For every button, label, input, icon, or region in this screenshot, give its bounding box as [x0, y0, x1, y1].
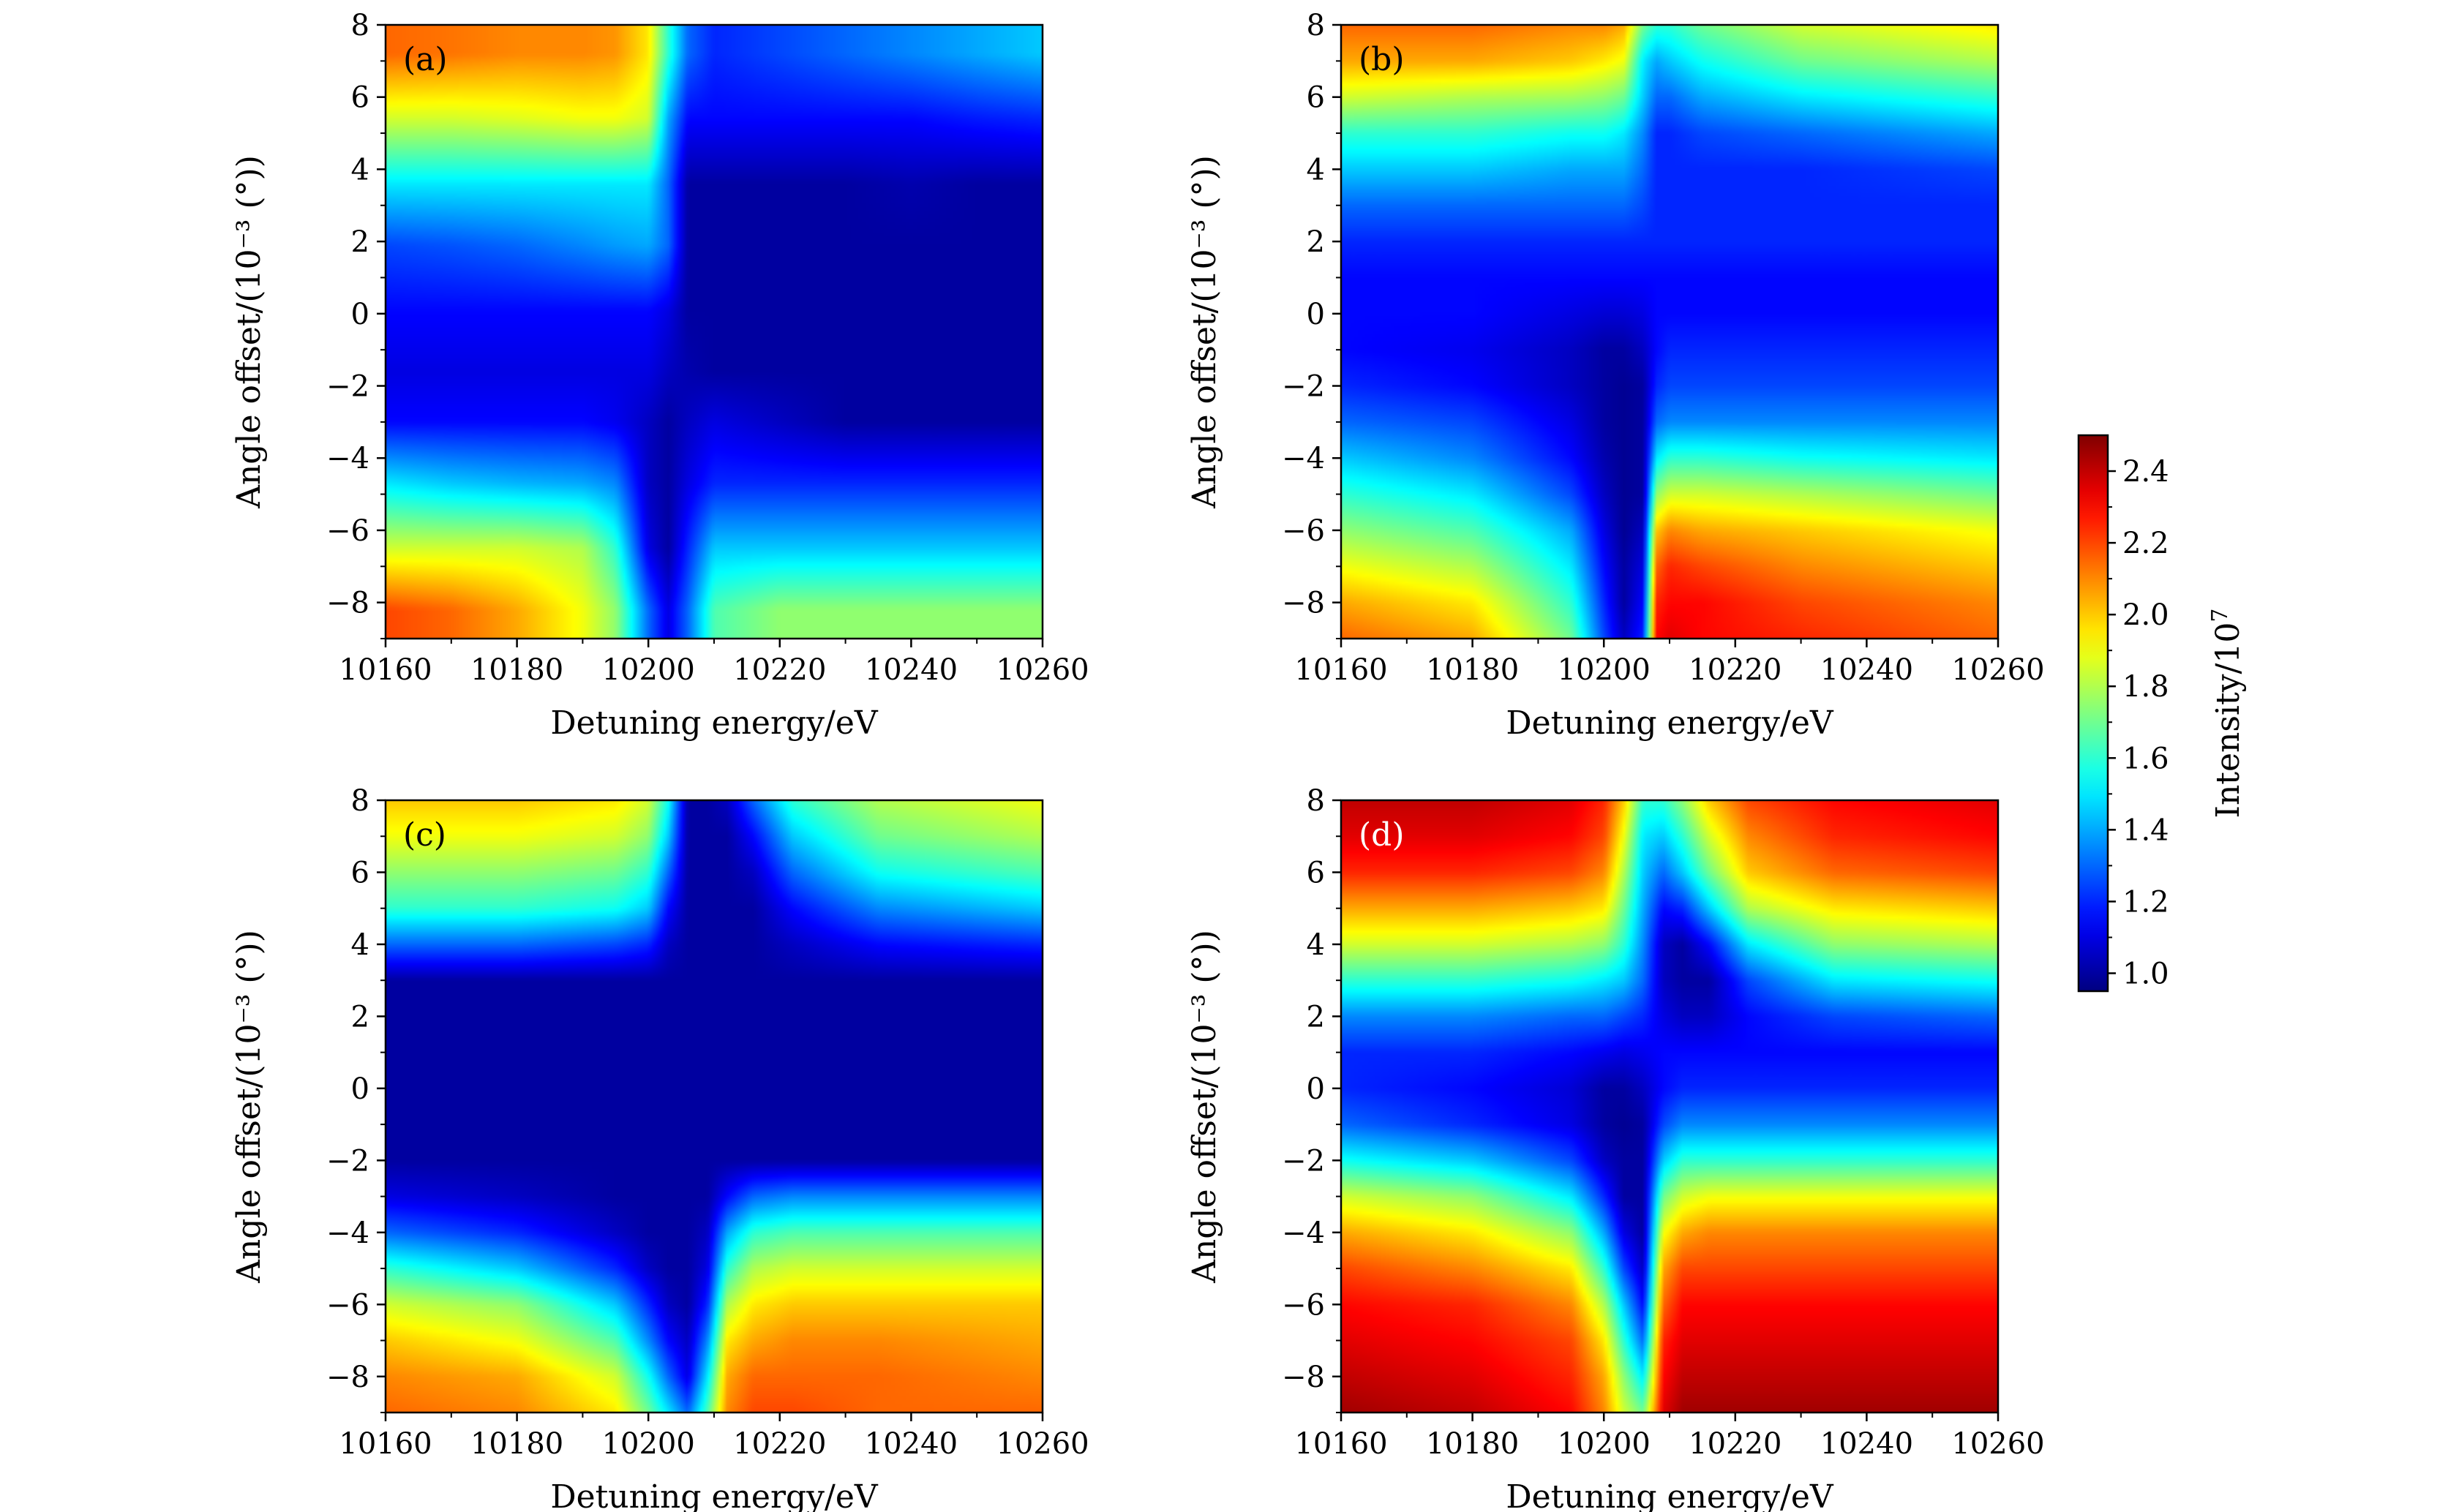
colorbar-title-base: Intensity/10: [2209, 623, 2247, 819]
y-tick-label: −2: [326, 1144, 369, 1178]
y-tick-label: −4: [326, 442, 369, 475]
x-tick-label: 10200: [602, 1427, 695, 1461]
colorbar-tick-label: 1.2: [2122, 885, 2169, 919]
x-axis-title: Detuning energy/eV: [550, 704, 879, 742]
y-tick-label: 4: [351, 928, 369, 962]
x-tick-label: 10220: [733, 1427, 826, 1461]
y-tick-label: 8: [351, 784, 369, 818]
y-axis-title: Angle offset/(10⁻³ (°)): [230, 155, 268, 509]
heatmap-panels: 10160 10180 10200 10220 10240 10260 −8 −6 −4 −2 0 2…: [230, 9, 2045, 1512]
x-tick-label: 10160: [339, 1427, 432, 1461]
colorbar: 1.0 1.2 1.4 1.6 1.8 2.0 2.2 2.4 Intensity/107: [2077, 434, 2247, 993]
heatmap-panel: 10160 10180 10200 10220 10240 10260 −8 −6 −4 −2 0 2…: [230, 9, 1089, 742]
y-tick-label: 4: [1307, 928, 1325, 962]
colorbar-tick-label: 1.0: [2122, 957, 2169, 990]
panel-label: (d): [1359, 816, 1405, 854]
x-tick-label: 10260: [996, 1427, 1089, 1461]
y-tick-label: 2: [351, 225, 369, 259]
x-tick-label: 10260: [1951, 1427, 2044, 1461]
heatmap-image: [1341, 25, 1998, 639]
y-tick-label: 0: [351, 1072, 369, 1106]
y-tick-label: −4: [326, 1216, 369, 1250]
y-tick-label: 2: [351, 1000, 369, 1034]
x-tick-label: 10260: [1951, 653, 2044, 687]
heatmap-image: [386, 800, 1043, 1413]
colorbar-tick-label: 2.4: [2122, 455, 2169, 489]
x-axis-title: Detuning energy/eV: [1506, 1478, 1834, 1512]
y-tick-label: −8: [326, 1361, 369, 1394]
colorbar-frame: [2077, 434, 2109, 993]
y-axis-title: Angle offset/(10⁻³ (°)): [1186, 930, 1223, 1284]
y-tick-label: 6: [351, 856, 369, 889]
colorbar-title-exponent: 7: [2207, 609, 2233, 623]
y-tick-label: −4: [1282, 1216, 1325, 1250]
x-tick-label: 10220: [1689, 653, 1781, 687]
x-tick-label: 10240: [865, 1427, 958, 1461]
x-tick-label: 10240: [1820, 653, 1913, 687]
heatmap-image: [1341, 800, 1998, 1413]
y-tick-label: −6: [1282, 1288, 1325, 1322]
x-axis-title: Detuning energy/eV: [550, 1478, 879, 1512]
colorbar-tick-label: 2.0: [2122, 598, 2169, 632]
y-tick-label: 6: [351, 81, 369, 115]
colorbar-tick-label: 1.8: [2122, 670, 2169, 704]
y-tick-label: 0: [1307, 298, 1325, 331]
x-tick-label: 10200: [1558, 653, 1651, 687]
colorbar-gradient: [2079, 435, 2108, 991]
x-tick-label: 10160: [1294, 653, 1387, 687]
y-tick-label: 6: [1307, 856, 1325, 889]
x-tick-label: 10260: [996, 653, 1089, 687]
panel-label: (c): [403, 816, 446, 854]
y-axis-title: Angle offset/(10⁻³ (°)): [1186, 155, 1223, 509]
x-tick-label: 10240: [1820, 1427, 1913, 1461]
y-tick-label: 0: [351, 298, 369, 331]
x-tick-label: 10200: [602, 653, 695, 687]
x-tick-label: 10160: [1294, 1427, 1387, 1461]
heatmap-panel: 10160 10180 10200 10220 10240 10260 −8 −6 −4 −2 0 2…: [1186, 9, 2045, 742]
x-tick-label: 10180: [470, 653, 563, 687]
y-tick-label: −2: [1282, 1144, 1325, 1178]
y-tick-label: −6: [1282, 514, 1325, 548]
y-tick-label: 2: [1307, 1000, 1325, 1034]
colorbar-tick-label: 2.2: [2122, 527, 2169, 560]
x-tick-label: 10220: [733, 653, 826, 687]
x-tick-label: 10180: [1426, 653, 1519, 687]
y-tick-label: 4: [351, 153, 369, 187]
y-tick-label: 8: [351, 9, 369, 42]
y-axis-title: Angle offset/(10⁻³ (°)): [230, 930, 268, 1284]
x-axis-title: Detuning energy/eV: [1506, 704, 1834, 742]
colorbar-tick-label: 1.6: [2122, 742, 2169, 775]
y-tick-label: −8: [1282, 587, 1325, 620]
y-tick-label: −8: [326, 587, 369, 620]
y-tick-label: −2: [1282, 370, 1325, 404]
y-tick-label: 8: [1307, 784, 1325, 818]
y-tick-label: −6: [326, 514, 369, 548]
x-tick-label: 10220: [1689, 1427, 1781, 1461]
x-tick-label: 10180: [1426, 1427, 1519, 1461]
y-tick-label: 2: [1307, 225, 1325, 259]
colorbar-tick-label: 1.4: [2122, 813, 2169, 847]
heatmap-panel: 10160 10180 10200 10220 10240 10260 −8 −6 −4 −2 0 2…: [230, 784, 1089, 1512]
y-tick-label: 8: [1307, 9, 1325, 42]
y-tick-label: −6: [326, 1288, 369, 1322]
colorbar-title: Intensity/107: [2207, 609, 2247, 819]
y-tick-label: −2: [326, 370, 369, 404]
y-tick-label: −4: [1282, 442, 1325, 475]
y-tick-label: 0: [1307, 1072, 1325, 1106]
x-tick-label: 10200: [1558, 1427, 1651, 1461]
panel-label: (b): [1359, 41, 1405, 78]
heatmap-panel: 10160 10180 10200 10220 10240 10260 −8 −6 −4 −2 0 2…: [1186, 784, 2045, 1512]
x-tick-label: 10160: [339, 653, 432, 687]
y-tick-label: −8: [1282, 1361, 1325, 1394]
x-tick-label: 10240: [865, 653, 958, 687]
y-tick-label: 4: [1307, 153, 1325, 187]
panel-label: (a): [403, 41, 448, 78]
y-tick-label: 6: [1307, 81, 1325, 115]
x-tick-label: 10180: [470, 1427, 563, 1461]
heatmap-image: [386, 25, 1043, 639]
